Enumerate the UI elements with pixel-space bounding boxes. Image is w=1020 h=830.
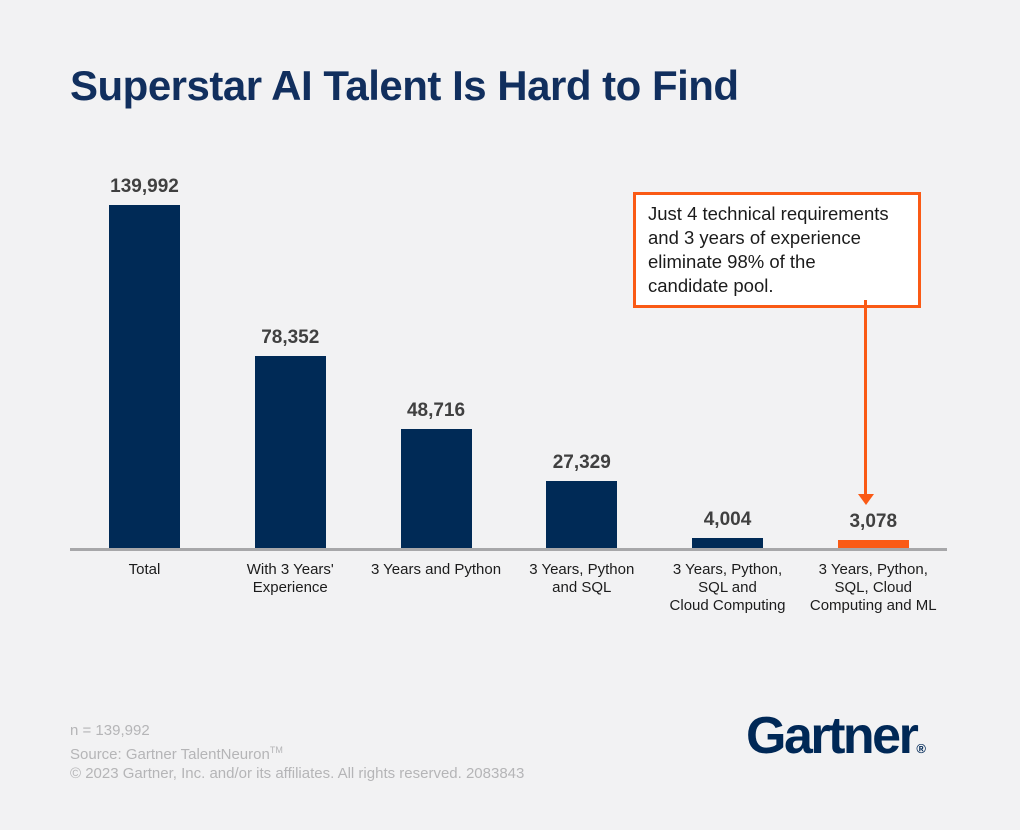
annotation-box: Just 4 technical requirements and 3 year… xyxy=(633,192,921,308)
annotation-text: Just 4 technical requirements and 3 year… xyxy=(648,203,889,296)
registered-trademark-icon: ® xyxy=(916,741,926,756)
bar-value-label: 4,004 xyxy=(703,509,752,530)
sample-size-note: n = 139,992 xyxy=(70,722,150,739)
gartner-logo-text: Gartner xyxy=(746,707,919,765)
annotation-arrow-head-icon xyxy=(858,494,874,505)
bar xyxy=(109,205,180,548)
bar-category-label: With 3 Years' Experience xyxy=(246,561,334,596)
footnote-block: n = 139,992 Source: Gartner TalentNeuron… xyxy=(70,721,524,784)
bar xyxy=(692,538,763,548)
bar-value-label: 48,716 xyxy=(406,400,466,421)
bar xyxy=(400,429,472,548)
trademark-symbol: TM xyxy=(269,744,283,755)
bar-value-label: 3,078 xyxy=(849,511,898,532)
gartner-logo: Gartner® xyxy=(746,710,926,762)
bar xyxy=(546,481,618,548)
annotation-arrow-line xyxy=(864,300,867,494)
bar-category-label: 3 Years, Python, SQL and Cloud Computing xyxy=(669,561,786,614)
bar-value-label: 27,329 xyxy=(552,452,611,473)
bar xyxy=(254,356,326,548)
bar xyxy=(837,540,909,548)
x-axis-line xyxy=(70,548,947,551)
copyright-note: © 2023 Gartner, Inc. and/or its affiliat… xyxy=(70,765,525,782)
bar-value-label: 139,992 xyxy=(110,176,179,197)
bar-category-label: 3 Years, Python and SQL xyxy=(529,561,635,596)
bar-category-label: Total xyxy=(128,561,161,578)
bar-category-label: 3 Years and Python xyxy=(370,561,502,578)
chart-title: Superstar AI Talent Is Hard to Find xyxy=(70,62,739,109)
source-note: Source: Gartner TalentNeuronTM xyxy=(70,744,283,763)
bar-value-label: 78,352 xyxy=(261,327,320,348)
bar-category-label: 3 Years, Python, SQL, Cloud Computing an… xyxy=(809,561,937,614)
